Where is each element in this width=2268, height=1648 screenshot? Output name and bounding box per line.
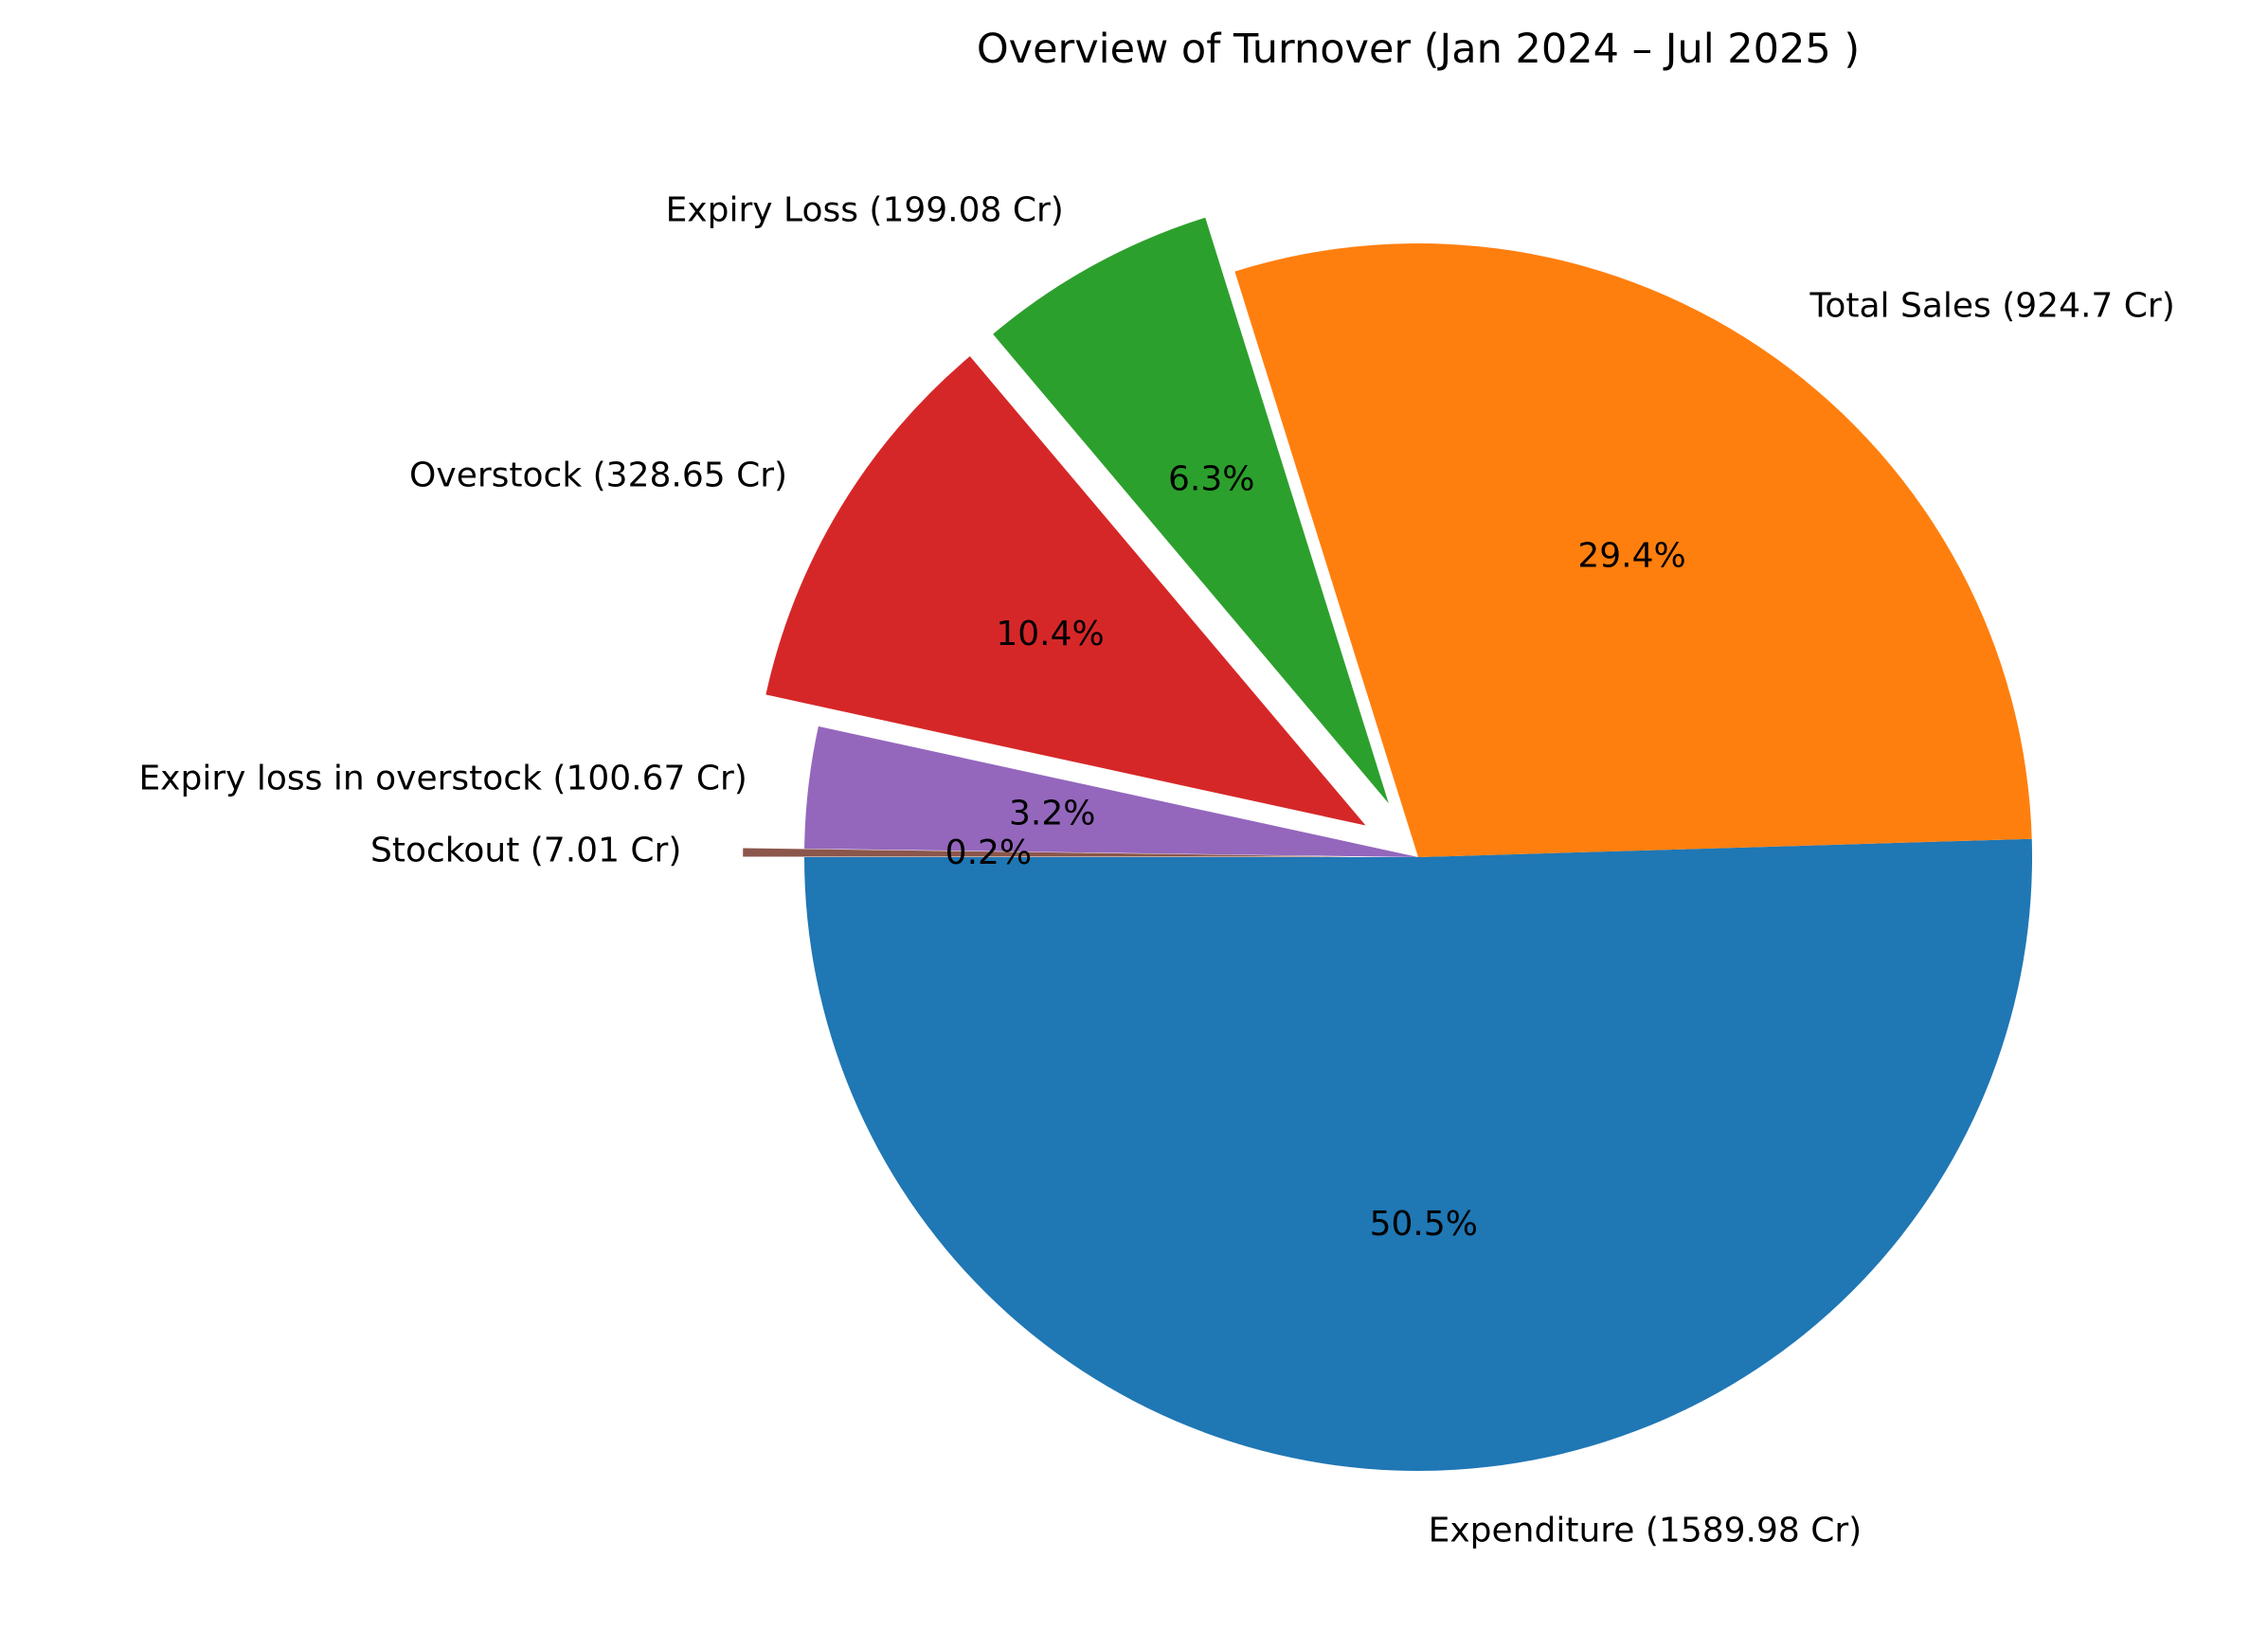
slice-pct-stockout: 0.2%	[945, 833, 1032, 872]
pie-slices	[743, 217, 2032, 1471]
chart-title: Overview of Turnover (Jan 2024 – Jul 202…	[977, 26, 1860, 73]
slice-pct-overstock: 10.4%	[996, 615, 1104, 654]
pie-slice-expenditure	[804, 838, 2032, 1471]
pie-slice-expiry-loss-in-overstock	[804, 725, 1418, 857]
slice-pct-total-sales: 29.4%	[1577, 536, 1685, 575]
pie-slice-expiry-loss	[993, 217, 1389, 804]
pie-labels: Expenditure (1589.98 Cr) 50.5% Total Sales…	[138, 190, 2174, 1549]
slice-label-expiry-loss-in-overstock: Expiry loss in overstock (100.67 Cr)	[138, 760, 747, 798]
slice-label-expiry-loss: Expiry Loss (199.08 Cr)	[666, 190, 1064, 229]
pie-slice-stockout	[743, 848, 1358, 857]
slice-pct-expiry-loss-in-overstock: 3.2%	[1009, 795, 1095, 833]
pie-slice-overstock	[765, 356, 1366, 826]
slice-label-overstock: Overstock (328.65 Cr)	[409, 457, 787, 495]
slice-label-stockout: Stockout (7.01 Cr)	[370, 832, 681, 870]
slice-pct-expiry-loss: 6.3%	[1168, 459, 1254, 498]
slice-label-total-sales: Total Sales (924.7 Cr)	[1809, 286, 2174, 325]
slice-pct-expenditure: 50.5%	[1370, 1205, 1478, 1244]
slice-label-expenditure: Expenditure (1589.98 Cr)	[1429, 1512, 1863, 1550]
pie-slice-total-sales	[1234, 243, 2032, 857]
